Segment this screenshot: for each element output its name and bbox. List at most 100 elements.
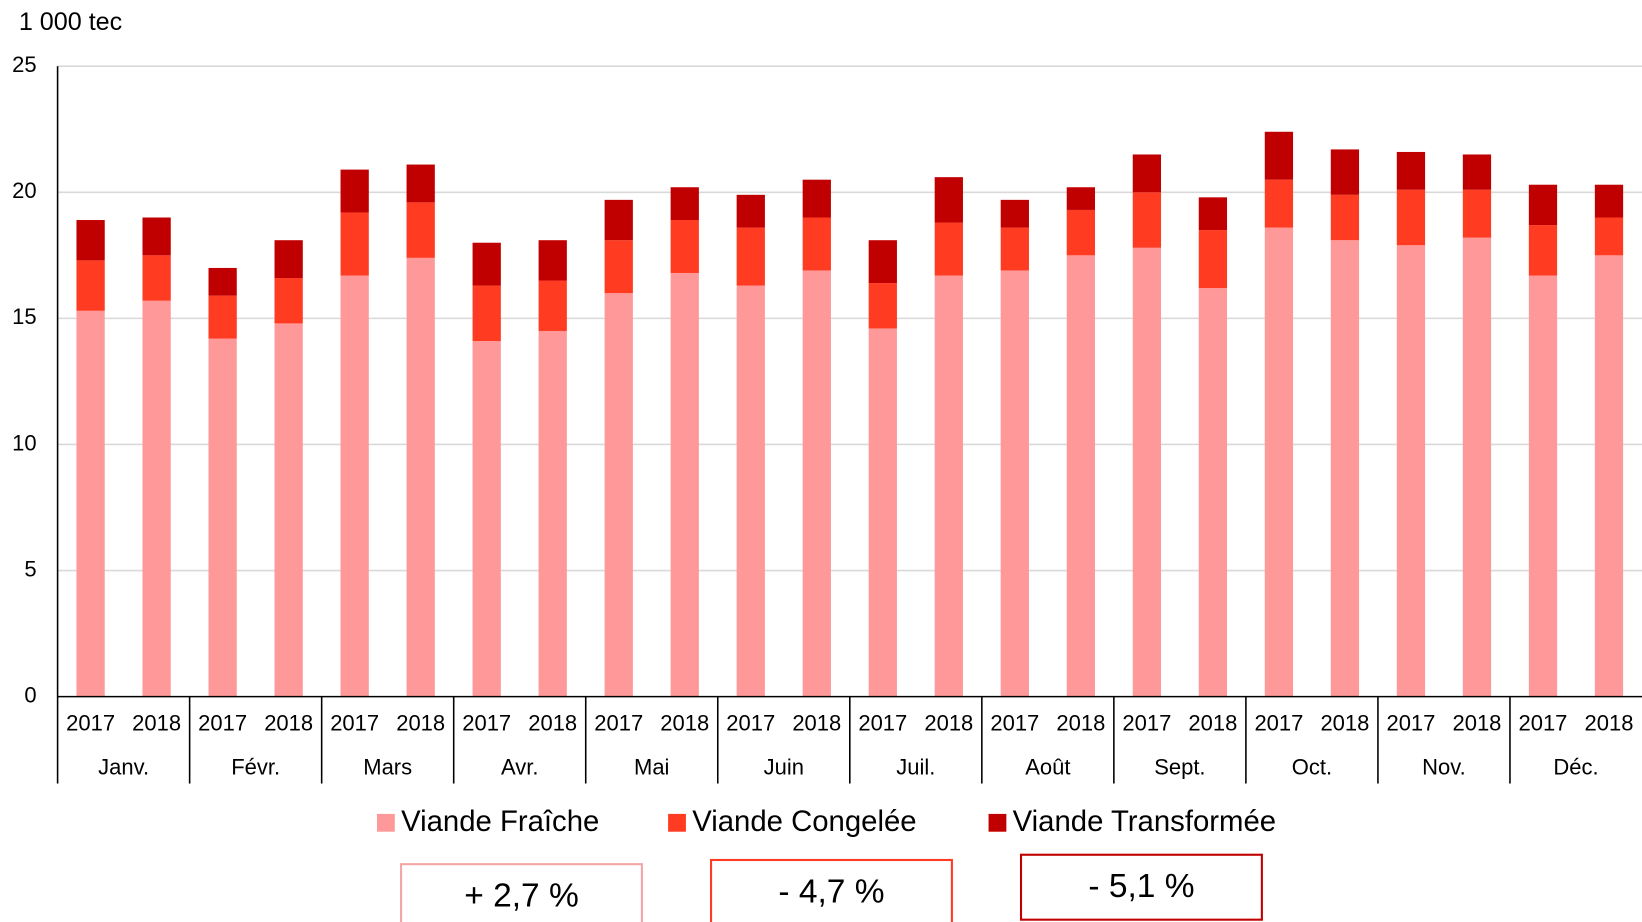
bar-segment <box>868 283 897 329</box>
bar-segment <box>1132 154 1162 193</box>
group-label: Août <box>1025 755 1070 780</box>
x-tick-label: 2017 <box>66 711 115 736</box>
legend-swatch <box>668 813 686 832</box>
bar-segment <box>142 217 171 256</box>
bar-segment <box>208 267 237 296</box>
bar-segment <box>274 240 303 279</box>
x-tick-label: 2018 <box>1452 711 1501 736</box>
bar-segment <box>802 179 831 218</box>
bar-segment <box>1528 225 1558 276</box>
bar-segment <box>1330 149 1360 195</box>
x-tick-label: 2018 <box>132 711 181 736</box>
bar-segment <box>1396 189 1426 246</box>
y-tick-label: 15 <box>12 304 36 329</box>
annotation-text: - 4,7 % <box>778 873 884 910</box>
legend-label: Viande Congelée <box>692 805 916 838</box>
bar-segment <box>1330 194 1360 241</box>
bar-segment <box>1528 184 1558 226</box>
bar-segment <box>472 341 501 697</box>
bar-segment <box>1132 247 1162 697</box>
bar-segment <box>604 293 633 697</box>
bar-segment <box>604 199 633 241</box>
bar-segment <box>736 285 765 697</box>
group-label: Juin <box>764 755 804 780</box>
bar-segment <box>1462 237 1492 697</box>
bar-segment <box>406 202 435 258</box>
bar-segment <box>1528 275 1558 697</box>
bar-segment <box>208 295 237 339</box>
bar-segment <box>1198 288 1228 697</box>
bar-segment <box>736 227 765 286</box>
x-tick-label: 2018 <box>264 711 313 736</box>
bar-segment <box>670 272 699 697</box>
x-tick-label: 2018 <box>660 711 709 736</box>
bar-segment <box>934 177 963 223</box>
bar-segment <box>472 285 501 342</box>
x-tick-label: 2017 <box>1122 711 1171 736</box>
bar-segment <box>340 169 369 213</box>
x-tick-label: 2017 <box>1386 711 1435 736</box>
bar-segment <box>670 187 699 221</box>
legend-swatch <box>376 813 395 832</box>
group-label: Sept. <box>1154 755 1205 780</box>
bar-segment <box>274 323 303 697</box>
annotation-box <box>400 863 643 922</box>
legend-label: Viande Transformée <box>1013 805 1276 838</box>
x-tick-label: 2018 <box>1320 711 1369 736</box>
bar-segment <box>1000 270 1029 697</box>
x-tick-label: 2018 <box>924 711 973 736</box>
bar-segment <box>670 220 699 273</box>
x-tick-label: 2017 <box>726 711 775 736</box>
bar-segment <box>472 242 501 286</box>
bar-segment <box>604 240 633 294</box>
bar-segment <box>406 257 435 697</box>
bar-segment <box>1462 189 1492 238</box>
bar-segment <box>142 255 171 301</box>
bar-segment <box>1264 227 1294 697</box>
x-tick-label: 2018 <box>1585 711 1634 736</box>
bar-segment <box>1066 187 1095 210</box>
x-tick-label: 2017 <box>462 711 511 736</box>
bar-segment <box>736 194 765 228</box>
y-tick-label: 10 <box>12 430 36 455</box>
annotation-box <box>1019 853 1263 921</box>
x-tick-label: 2018 <box>1056 711 1105 736</box>
x-tick-label: 2018 <box>528 711 577 736</box>
bar-segment <box>1594 217 1624 256</box>
x-tick-label: 2017 <box>1254 711 1303 736</box>
bar-segment <box>538 240 567 281</box>
bar-segment <box>1462 154 1492 190</box>
y-tick-label: 0 <box>24 682 36 707</box>
bar-segment <box>538 280 567 331</box>
group-label: Mai <box>634 755 669 780</box>
x-tick-label: 2017 <box>1519 711 1568 736</box>
bar-segment <box>1000 227 1029 271</box>
group-label: Janv. <box>98 755 149 780</box>
bar-segment <box>76 310 105 697</box>
bar-segment <box>934 222 963 276</box>
bar-segment <box>1198 230 1228 289</box>
group-label: Nov. <box>1422 755 1466 780</box>
bar-segment <box>340 275 369 697</box>
group-label: Avr. <box>501 755 538 780</box>
annotation-box <box>709 858 953 922</box>
bar-segment <box>274 278 303 324</box>
bar-segment <box>868 328 897 697</box>
bar-segment <box>76 220 105 261</box>
annotation-text: - 5,1 % <box>1088 868 1194 905</box>
x-tick-label: 2017 <box>330 711 379 736</box>
x-tick-label: 2017 <box>198 711 247 736</box>
x-tick-label: 2017 <box>858 711 907 736</box>
annotation-text: + 2,7 % <box>464 878 579 915</box>
bar-segment <box>934 275 963 697</box>
bar-segment <box>1066 209 1095 256</box>
group-label: Oct. <box>1292 755 1332 780</box>
bar-segment <box>76 260 105 311</box>
bar-segment <box>1132 192 1162 248</box>
y-tick-label: 5 <box>24 556 36 581</box>
x-tick-label: 2018 <box>396 711 445 736</box>
bar-segment <box>1594 184 1624 218</box>
legend-swatch <box>988 813 1007 832</box>
group-label: Févr. <box>231 755 280 780</box>
